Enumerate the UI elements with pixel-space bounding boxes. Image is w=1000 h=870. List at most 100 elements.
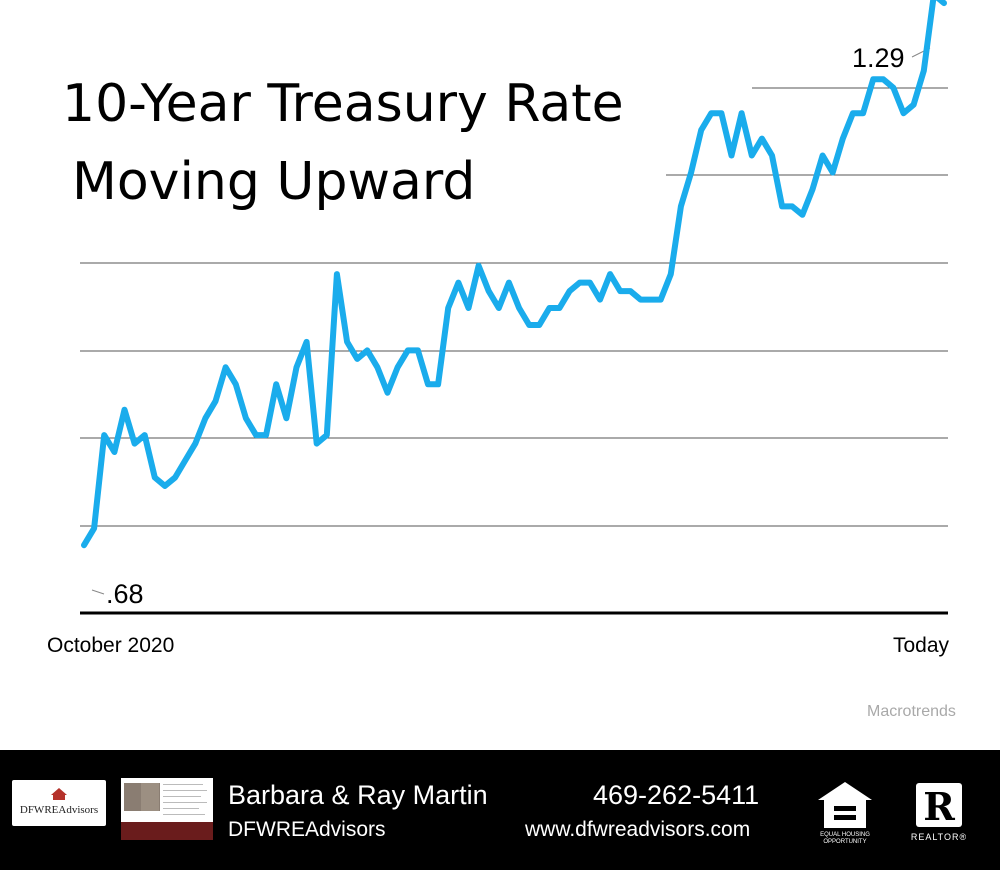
footer-bar: DFWREAdvisors Barbara & Ray Martin DFWRE…	[0, 750, 1000, 870]
data-point	[233, 381, 239, 387]
data-point	[385, 390, 390, 396]
data-point	[101, 432, 107, 438]
data-point	[142, 432, 148, 438]
data-point	[546, 305, 552, 311]
data-point	[789, 203, 795, 209]
data-point	[344, 339, 350, 345]
data-point	[810, 186, 815, 192]
website-link[interactable]: www.dfwreadvisors.com	[525, 818, 751, 841]
data-point	[405, 347, 411, 353]
house-icon	[51, 788, 67, 800]
data-point	[243, 415, 249, 421]
data-point	[172, 475, 178, 480]
card-text-line	[163, 808, 199, 809]
data-point	[506, 280, 512, 286]
data-point	[122, 407, 127, 413]
data-point	[516, 305, 522, 311]
gridlines	[80, 87, 948, 527]
data-point	[466, 305, 471, 311]
agent-photo-2	[141, 783, 159, 811]
data-point	[799, 212, 805, 218]
data-point	[445, 305, 451, 311]
data-point	[526, 322, 532, 328]
card-text-line	[163, 814, 205, 815]
card-text-line	[163, 796, 201, 797]
phone-number[interactable]: 469-262-5411	[593, 780, 760, 810]
data-point	[213, 398, 218, 404]
data-point	[597, 297, 603, 303]
data-point	[304, 339, 310, 345]
x-axis-end-label: Today	[893, 634, 950, 657]
data-point	[314, 441, 320, 447]
data-point	[273, 381, 279, 387]
data-point	[820, 153, 826, 158]
data-point	[263, 432, 269, 438]
source-label: Macrotrends	[867, 703, 956, 720]
data-point	[283, 415, 289, 421]
data-point	[557, 305, 562, 311]
data-point	[880, 76, 886, 82]
data-point	[415, 347, 421, 353]
data-point	[688, 170, 694, 175]
start-leader-line	[91, 589, 105, 595]
equal-housing-icon	[818, 782, 872, 828]
data-point	[192, 441, 198, 447]
card-text-line	[163, 790, 207, 791]
data-point	[941, 0, 947, 6]
chart-title-line-1: 10-Year Treasury Rate	[62, 74, 624, 134]
data-point	[354, 356, 360, 362]
data-point	[911, 102, 917, 108]
data-point	[425, 381, 431, 387]
data-point	[91, 525, 97, 531]
agent-names: Barbara & Ray Martin	[228, 780, 488, 810]
data-point	[860, 110, 866, 116]
data-point	[658, 297, 664, 303]
data-point	[476, 263, 482, 269]
realtor-text: REALTOR®	[910, 832, 968, 842]
data-point	[374, 364, 380, 370]
data-point	[830, 170, 836, 175]
data-point	[111, 449, 117, 455]
data-point	[486, 288, 492, 294]
data-point	[253, 432, 259, 438]
logo-text: DFWREAdvisors	[19, 804, 99, 816]
data-point	[850, 110, 856, 116]
data-point	[698, 127, 704, 133]
data-point	[334, 271, 340, 277]
data-point	[668, 271, 674, 277]
data-point	[132, 441, 138, 447]
data-point	[395, 364, 401, 370]
data-point	[769, 153, 775, 158]
data-point	[455, 280, 461, 286]
start-value-label: .68	[106, 579, 144, 609]
data-point	[638, 297, 643, 303]
data-point	[729, 153, 734, 158]
data-point	[779, 203, 785, 209]
realtor-icon: R	[916, 783, 962, 829]
data-point	[577, 280, 583, 286]
chart-title-line-2: Moving Upward	[72, 152, 476, 212]
data-point	[152, 475, 158, 480]
data-point	[294, 364, 299, 370]
data-point	[617, 288, 623, 294]
data-point	[739, 110, 745, 116]
data-point	[324, 432, 330, 438]
data-point	[223, 364, 229, 370]
data-point	[718, 110, 724, 116]
data-point	[435, 381, 441, 387]
data-point	[840, 136, 846, 142]
data-point	[81, 542, 87, 548]
data-point	[202, 415, 208, 421]
equal-housing-text: EQUAL HOUSING OPPORTUNITY	[820, 832, 870, 845]
data-point	[587, 280, 593, 286]
chart-area: 10-Year Treasury Rate Moving Upward .68 …	[47, 0, 956, 720]
line-chart	[80, 0, 948, 615]
data-point	[708, 110, 714, 116]
realtor-mark: R	[923, 784, 955, 829]
card-footer-band	[121, 822, 213, 840]
data-point	[648, 297, 654, 303]
data-point	[607, 271, 613, 277]
data-point	[759, 136, 765, 142]
data-point	[364, 347, 370, 353]
data-point	[901, 110, 906, 116]
